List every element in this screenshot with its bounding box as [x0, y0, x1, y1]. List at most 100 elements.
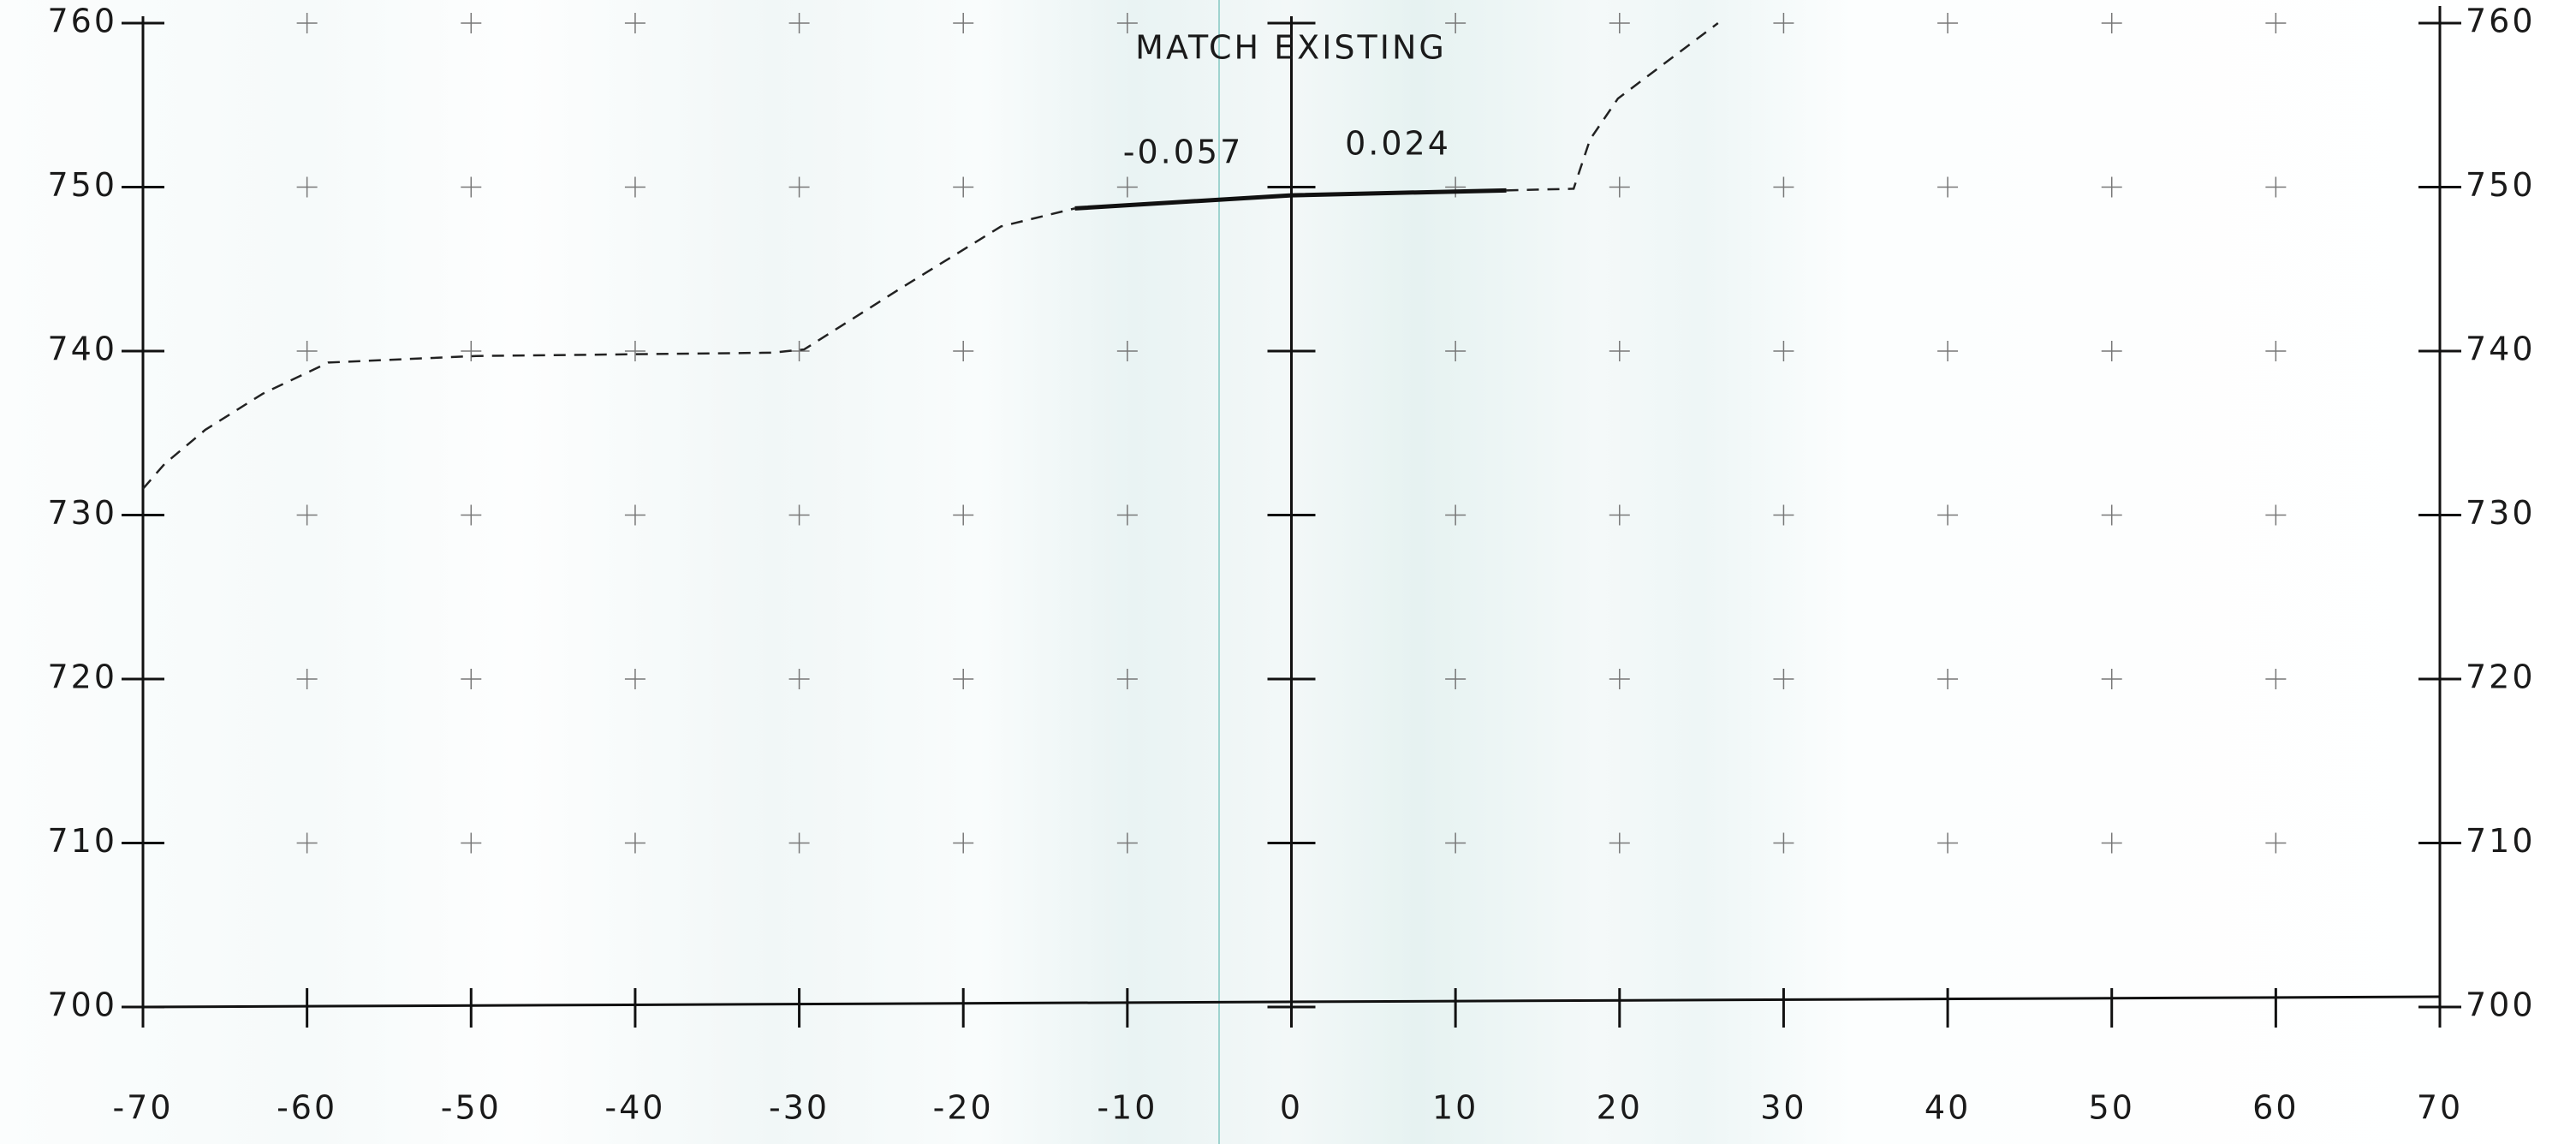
grid-cross: [788, 504, 810, 526]
x-tick-label: 70: [2417, 1089, 2463, 1127]
grid-cross: [788, 13, 810, 33]
grid-cross: [1116, 341, 1138, 361]
grid-cross: [461, 504, 482, 526]
grid-cross: [624, 13, 645, 33]
annotation: 0.024: [1345, 125, 1451, 163]
x-tick-label: -30: [769, 1089, 830, 1127]
x-tick-label: 10: [1432, 1089, 1478, 1127]
grid-cross: [953, 341, 974, 361]
grid-cross: [2101, 13, 2122, 33]
grid-cross: [2265, 504, 2287, 526]
grid-cross: [1937, 341, 1959, 361]
profile-line: [142, 22, 1719, 490]
grid-cross: [953, 504, 974, 526]
grid-cross: [461, 13, 482, 33]
grid-cross: [1609, 669, 1630, 689]
grid-cross: [1773, 504, 1794, 526]
grid-cross: [624, 341, 645, 361]
y-tick-label: 720: [47, 658, 117, 696]
grid-cross: [953, 176, 974, 198]
grid-cross: [788, 832, 810, 854]
y2-tick-label: 700: [2466, 986, 2536, 1024]
grid-cross: [1937, 832, 1959, 854]
grid-cross: [2101, 341, 2122, 361]
grid-cross: [788, 669, 810, 689]
grid-cross: [461, 341, 482, 361]
grid-cross: [461, 176, 482, 198]
grid-cross: [1609, 341, 1630, 361]
grid-cross: [1609, 832, 1630, 854]
y-tick-label: 710: [47, 822, 117, 860]
grid-cross: [624, 669, 645, 689]
grid-cross: [1445, 176, 1466, 198]
grid-cross: [2101, 669, 2122, 689]
grid-cross: [296, 176, 318, 198]
grid-cross: [1937, 13, 1959, 33]
grid-cross: [1773, 13, 1794, 33]
grid-cross: [296, 832, 318, 854]
grid-cross: [1116, 832, 1138, 854]
grid-cross: [953, 832, 974, 854]
grid-cross: [1116, 669, 1138, 689]
profile-line: [1074, 188, 1507, 211]
grid-cross: [296, 669, 318, 689]
grid-cross: [624, 176, 645, 198]
y2-tick-label: 720: [2466, 658, 2536, 696]
annotation: MATCH EXISTING: [1135, 29, 1447, 67]
grid-cross: [624, 832, 645, 854]
x-tick-label: -70: [112, 1089, 173, 1127]
x-tick-label: -60: [277, 1089, 337, 1127]
grid-cross: [296, 504, 318, 526]
grid-cross: [2101, 176, 2122, 198]
grid-cross: [2265, 13, 2287, 33]
x-tick-label: 0: [1280, 1089, 1303, 1127]
grid-cross: [1609, 176, 1630, 198]
x-tick-label: 60: [2252, 1089, 2299, 1127]
grid-cross: [624, 504, 645, 526]
x-tick-label: -20: [933, 1089, 994, 1127]
grid-cross: [1773, 832, 1794, 854]
grid-cross: [953, 669, 974, 689]
grid-cross: [953, 13, 974, 33]
grid-cross: [2101, 832, 2122, 854]
grid-cross: [1609, 504, 1630, 526]
grid-cross: [1773, 669, 1794, 689]
grid-cross: [1937, 176, 1959, 198]
grid-cross: [1116, 504, 1138, 526]
x-tick-label: 30: [1760, 1089, 1806, 1127]
x-tick-label: 20: [1597, 1089, 1643, 1127]
y2-tick-label: 740: [2466, 331, 2536, 368]
x-tick-label: -50: [441, 1089, 502, 1127]
grid-cross: [1773, 341, 1794, 361]
y2-tick-label: 730: [2466, 494, 2536, 532]
grid-cross: [788, 176, 810, 198]
grid-cross: [461, 669, 482, 689]
grid-cross: [1116, 176, 1138, 198]
grid-cross: [1773, 176, 1794, 198]
grid-cross: [2265, 341, 2287, 361]
grid-cross: [788, 341, 810, 361]
y-tick-label: 740: [47, 331, 117, 368]
grid-cross: [1445, 504, 1466, 526]
grid-cross: [2265, 832, 2287, 854]
y-tick-label: 700: [47, 986, 117, 1024]
grid-cross: [296, 13, 318, 33]
y-tick-label: 730: [47, 494, 117, 532]
grid-cross: [1609, 13, 1630, 33]
grid-cross: [2101, 504, 2122, 526]
grid-cross: [2265, 176, 2287, 198]
y-tick-label: 760: [47, 3, 117, 40]
x-tick-label: -40: [604, 1089, 665, 1127]
grid-cross: [2265, 669, 2287, 689]
y-tick-label: 750: [47, 166, 117, 204]
grid-cross: [1445, 341, 1466, 361]
annotation: -0.057: [1123, 134, 1244, 171]
x-tick-label: 40: [1925, 1089, 1971, 1127]
x-tick-label: 50: [2089, 1089, 2135, 1127]
grid-cross: [1445, 13, 1466, 33]
grid-cross: [461, 832, 482, 854]
grid-cross: [1445, 832, 1466, 854]
grid-cross: [296, 341, 318, 361]
